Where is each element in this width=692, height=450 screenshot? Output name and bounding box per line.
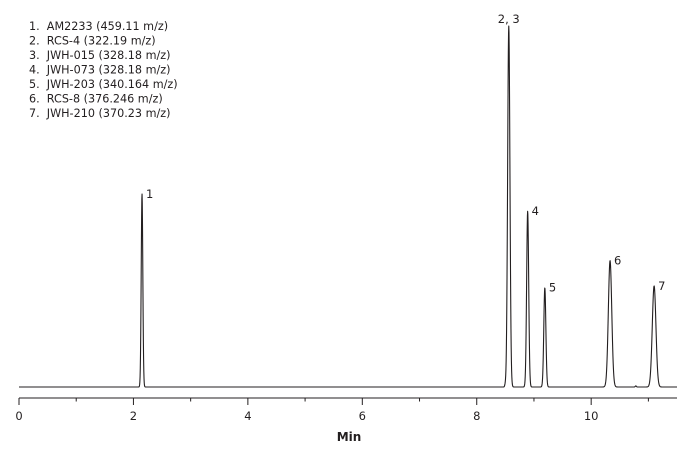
peak-label: 2, 3: [498, 12, 520, 26]
chromatogram-trace: [18, 25, 678, 388]
legend: 1. AM2233 (459.11 m/z) 2. RCS-4 (322.19 m…: [29, 20, 178, 120]
legend-entry: 1. AM2233 (459.11 m/z): [29, 20, 168, 33]
peak-label: 1: [146, 187, 153, 201]
x-tick-label: 6: [359, 409, 366, 423]
peak-label: 7: [658, 279, 665, 293]
x-tick-label: 10: [584, 409, 599, 423]
legend-entry: 6. RCS-8 (376.246 m/z): [29, 93, 163, 106]
x-tick-label: 4: [244, 409, 251, 423]
x-tick-label: 0: [15, 409, 22, 423]
peak-label: 4: [532, 204, 539, 218]
legend-entry: 5. JWH-203 (340.164 m/z): [29, 78, 178, 91]
x-axis-ticks: 0 2 4 6 8 10: [15, 398, 649, 423]
peak-label: 6: [614, 254, 621, 268]
peak-label: 5: [549, 281, 556, 295]
peak-labels: 1 2, 3 4 5 6 7: [146, 12, 665, 295]
x-tick-label: 8: [473, 409, 480, 423]
legend-entry: 7. JWH-210 (370.23 m/z): [29, 107, 170, 120]
x-tick-label: 2: [130, 409, 137, 423]
x-axis-title: Min: [337, 430, 362, 444]
legend-entry: 4. JWH-073 (328.18 m/z): [29, 64, 170, 77]
legend-entry: 2. RCS-4 (322.19 m/z): [29, 35, 156, 48]
legend-entry: 3. JWH-015 (328.18 m/z): [29, 49, 170, 62]
